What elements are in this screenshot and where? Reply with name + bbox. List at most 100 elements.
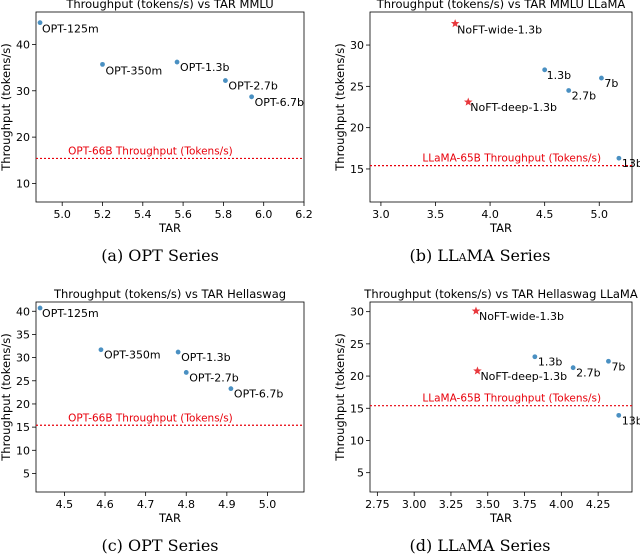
x-axis-label: TAR	[158, 511, 181, 525]
y-tick-label: 30	[350, 39, 364, 52]
y-tick-label: 30	[350, 306, 364, 319]
y-tick-label: 20	[16, 398, 30, 411]
caption-d: (d) LLaMA Series	[320, 536, 640, 555]
x-tick-label: 6.0	[255, 208, 273, 221]
y-tick-label: 40	[16, 305, 30, 318]
y-tick-label: 20	[350, 370, 364, 383]
data-point	[100, 62, 105, 67]
chart-title: Throughput (tokens/s) vs TAR Hellaswag	[53, 287, 286, 301]
y-tick-label: 10	[350, 434, 364, 447]
y-axis-label: Throughput (tokens/s)	[333, 43, 347, 171]
point-label: NoFT-wide-1.3b	[457, 24, 542, 37]
x-axis-label: TAR	[489, 221, 512, 235]
reference-line-label: OPT-66B Throughput (Tokens/s)	[68, 145, 233, 157]
point-label: OPT-350m	[105, 64, 162, 77]
x-tick-label: 3.0	[372, 208, 390, 221]
x-tick-label: 4.7	[137, 498, 155, 511]
point-label: 7b	[604, 77, 618, 90]
x-tick-label: 5.4	[134, 208, 152, 221]
y-axis-label: Throughput (tokens/s)	[333, 333, 347, 461]
x-axis-label: TAR	[158, 221, 181, 235]
caption-b: (b) LLaMA Series	[320, 246, 640, 265]
y-tick-label: 15	[350, 402, 364, 415]
y-tick-label: 20	[350, 122, 364, 135]
point-label: OPT-125m	[42, 23, 99, 36]
chart-title: Throughput (tokens/s) vs TAR MMLU LLaMA	[376, 0, 626, 11]
chart-2: Throughput (tokens/s) vs TAR Hellaswag 4.…	[0, 287, 304, 525]
caption-a: (a) OPT Series	[0, 246, 320, 265]
y-tick-label: 10	[16, 177, 30, 190]
x-tick-label: 5.0	[591, 208, 609, 221]
reference-line-label: LLaMA-65B Throughput (Tokens/s)	[422, 393, 601, 405]
y-tick-label: 20	[16, 131, 30, 144]
point-label: 13b	[622, 414, 640, 427]
point-label: OPT-6.7b	[255, 96, 304, 109]
point-label: OPT-2.7b	[189, 371, 238, 384]
y-tick-label: 30	[16, 352, 30, 365]
y-tick-label: 25	[16, 375, 30, 388]
x-tick-label: 5.2	[94, 208, 112, 221]
x-tick-label: 5.8	[215, 208, 233, 221]
reference-line-label: OPT-66B Throughput (Tokens/s)	[68, 412, 233, 424]
x-tick-label: 3.50	[476, 498, 501, 511]
x-tick-label: 4.5	[536, 208, 554, 221]
x-tick-label: 2.75	[365, 498, 390, 511]
point-label: 1.3b	[538, 356, 562, 369]
point-label: 7b	[611, 360, 625, 373]
data-point	[566, 88, 571, 93]
data-point	[616, 413, 621, 418]
x-tick-label: 3.75	[512, 498, 537, 511]
x-axis-label: TAR	[489, 511, 512, 525]
data-point	[176, 350, 181, 355]
data-point	[223, 78, 228, 83]
x-tick-label: 4.00	[549, 498, 574, 511]
point-label: OPT-350m	[104, 349, 161, 362]
y-tick-label: 25	[350, 338, 364, 351]
point-label: NoFT-deep-1.3b	[480, 370, 567, 383]
x-tick-label: 6.2	[295, 208, 313, 221]
data-point	[229, 386, 234, 391]
point-label: NoFT-deep-1.3b	[470, 101, 557, 114]
point-label: 1.3b	[547, 69, 571, 82]
data-point	[606, 359, 611, 364]
data-point	[532, 354, 537, 359]
point-label: 2.7b	[576, 367, 600, 380]
data-point	[175, 60, 180, 65]
y-tick-label: 25	[350, 80, 364, 93]
data-point	[184, 370, 189, 375]
x-tick-label: 5.6	[174, 208, 192, 221]
x-tick-label: 5.0	[259, 498, 277, 511]
point-label: OPT-125m	[42, 307, 99, 320]
y-axis-label: Throughput (tokens/s)	[0, 333, 13, 461]
reference-line-label: LLaMA-65B Throughput (Tokens/s)	[422, 153, 601, 165]
point-label: 2.7b	[572, 89, 596, 102]
y-tick-label: 5	[357, 467, 364, 480]
x-tick-label: 4.8	[177, 498, 195, 511]
x-tick-label: 3.25	[439, 498, 464, 511]
y-tick-label: 10	[16, 444, 30, 457]
chart-1: Throughput (tokens/s) vs TAR MMLU LLaMA 3…	[333, 0, 640, 235]
data-point	[249, 94, 254, 99]
point-label: OPT-1.3b	[180, 61, 229, 74]
y-tick-label: 40	[16, 38, 30, 51]
y-axis-label: Throughput (tokens/s)	[0, 43, 13, 171]
data-point	[99, 347, 104, 352]
x-tick-label: 3.00	[402, 498, 427, 511]
data-point	[599, 76, 604, 81]
chart-3: Throughput (tokens/s) vs TAR Hellaswag L…	[333, 287, 640, 525]
x-tick-label: 5.0	[53, 208, 71, 221]
x-tick-label: 4.0	[481, 208, 499, 221]
x-tick-label: 4.25	[586, 498, 611, 511]
y-tick-label: 5	[23, 467, 30, 480]
point-label: OPT-1.3b	[181, 351, 230, 364]
point-label: OPT-2.7b	[228, 80, 277, 93]
chart-title: Throughput (tokens/s) vs TAR MMLU	[65, 0, 273, 11]
y-tick-label: 30	[16, 85, 30, 98]
x-tick-label: 3.5	[427, 208, 445, 221]
y-tick-label: 15	[350, 163, 364, 176]
chart-0: Throughput (tokens/s) vs TAR MMLU 5.0 5.2 5…	[0, 0, 313, 235]
y-tick-label: 35	[16, 328, 30, 341]
point-label: NoFT-wide-1.3b	[479, 310, 564, 323]
data-point	[571, 365, 576, 370]
